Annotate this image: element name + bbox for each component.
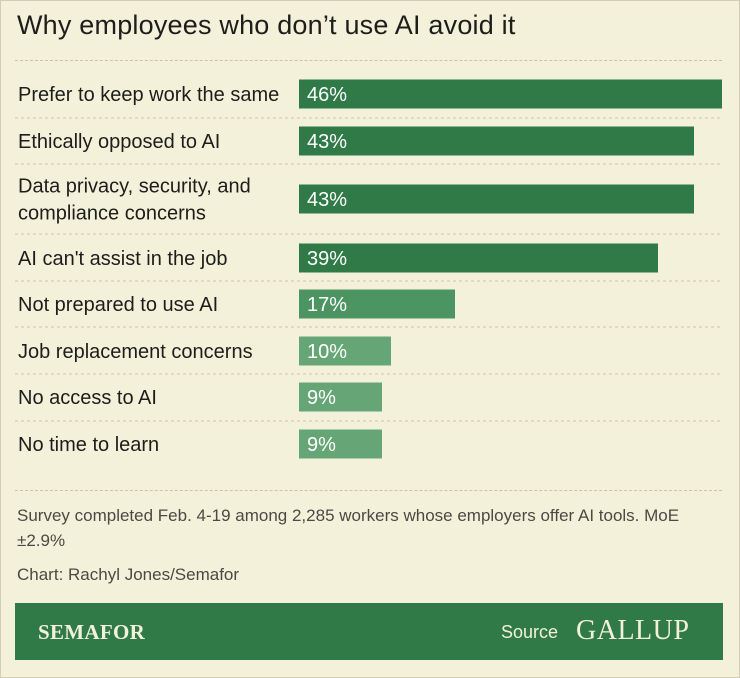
bar-value-label: 10%	[307, 341, 347, 363]
category-label: No access to AI	[18, 387, 157, 409]
category-label: compliance concerns	[18, 203, 206, 225]
semafor-logo: SEMAFOR	[38, 620, 146, 644]
bar-value-label: 9%	[307, 434, 336, 456]
bar-value-label: 39%	[307, 248, 347, 270]
category-label: Ethically opposed to AI	[18, 131, 220, 153]
category-label: Prefer to keep work the same	[18, 84, 279, 106]
bar	[299, 184, 694, 214]
bar-value-label: 17%	[307, 294, 347, 316]
chart-credit: Chart: Rachyl Jones/Semafor	[17, 565, 240, 584]
bar	[299, 382, 382, 412]
bar-value-label: 46%	[307, 84, 347, 106]
footnote: Survey completed Feb. 4-19 among 2,285 w…	[17, 506, 680, 550]
category-label: AI can't assist in the job	[18, 248, 227, 270]
bar-value-label: 43%	[307, 131, 347, 153]
category-label: Data privacy, security, and	[18, 176, 251, 198]
gallup-logo: GALLUP	[576, 615, 690, 646]
bar-chart: 46% Prefer to keep work the same 43% Ethica…	[15, 79, 722, 459]
bar-value-label: 9%	[307, 387, 336, 409]
bar	[299, 79, 722, 109]
category-label: Not prepared to use AI	[18, 294, 218, 316]
bar	[299, 243, 658, 273]
chart-title: Why employees who don’t use AI avoid it	[17, 10, 516, 40]
bar	[299, 429, 382, 459]
source-label: Source	[501, 622, 559, 642]
category-label: No time to learn	[18, 434, 159, 456]
category-label: Job replacement concerns	[18, 341, 253, 363]
footer-bar: SEMAFOR Source GALLUP	[15, 603, 723, 660]
title-separator	[15, 60, 722, 61]
bar	[299, 336, 391, 366]
bar	[299, 126, 694, 156]
bar-value-label: 43%	[307, 189, 347, 211]
chart-bottom-separator	[15, 490, 722, 491]
bar	[299, 289, 455, 319]
